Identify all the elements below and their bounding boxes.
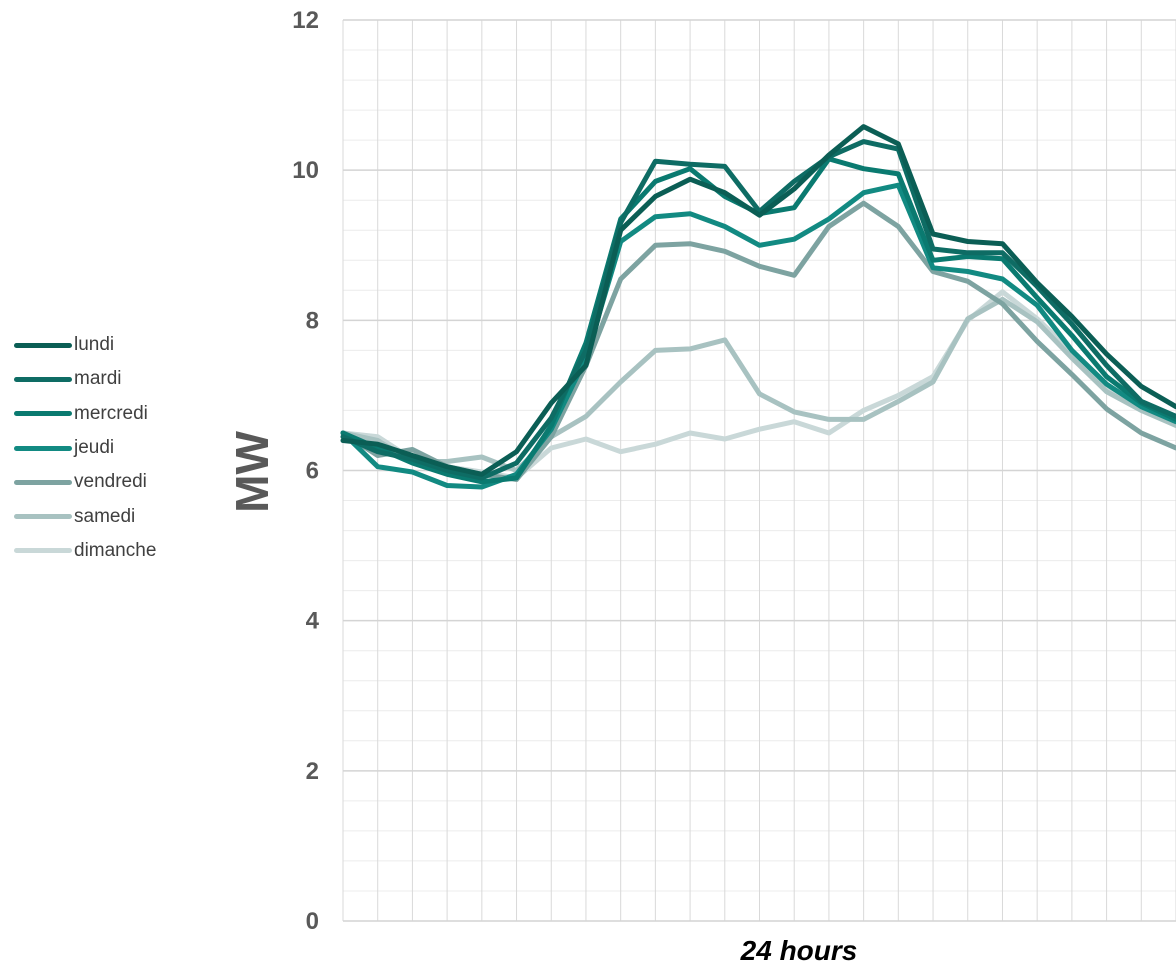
y-tick-label: 2 bbox=[306, 758, 319, 785]
x-axis-title: 24 hours bbox=[740, 935, 858, 966]
y-axis-tick-labels: 0 2 4 6 8 10 12 bbox=[292, 7, 319, 935]
legend-label: samedi bbox=[74, 505, 136, 527]
legend-label: dimanche bbox=[74, 539, 157, 561]
legend-swatch bbox=[14, 445, 72, 451]
legend-swatch bbox=[14, 342, 72, 348]
y-axis-title: MW bbox=[226, 431, 278, 513]
legend-label: mercredi bbox=[74, 402, 148, 424]
series-line-jeudi bbox=[340, 182, 1176, 490]
legend: lundi mardi mercredi jeudi vendredi samedi dim… bbox=[14, 328, 214, 568]
legend-swatch bbox=[14, 411, 72, 417]
legend-item-jeudi: jeudi bbox=[14, 431, 214, 465]
y-tick-label: 6 bbox=[306, 458, 319, 485]
legend-swatch bbox=[14, 376, 72, 382]
legend-item-dimanche: dimanche bbox=[14, 534, 214, 568]
series-line-mardi bbox=[340, 139, 1176, 481]
legend-item-lundi: lundi bbox=[14, 328, 214, 362]
legend-swatch bbox=[14, 479, 72, 485]
legend-label: lundi bbox=[74, 334, 115, 356]
y-tick-label: 10 bbox=[292, 157, 319, 184]
series-line-samedi bbox=[340, 296, 1176, 473]
legend-item-mardi: mardi bbox=[14, 362, 214, 396]
y-tick-label: 12 bbox=[292, 7, 319, 34]
y-tick-label: 0 bbox=[306, 908, 319, 935]
y-tick-label: 8 bbox=[306, 307, 319, 334]
legend-item-vendredi: vendredi bbox=[14, 465, 214, 499]
legend-label: jeudi bbox=[74, 437, 115, 459]
legend-item-samedi: samedi bbox=[14, 499, 214, 533]
legend-swatch bbox=[14, 548, 72, 554]
legend-label: vendredi bbox=[74, 471, 147, 493]
legend-item-mercredi: mercredi bbox=[14, 397, 214, 431]
legend-label: mardi bbox=[74, 368, 122, 390]
series-lines bbox=[340, 124, 1176, 490]
series-line-lundi bbox=[340, 124, 1176, 477]
y-tick-label: 4 bbox=[306, 608, 320, 635]
legend-swatch bbox=[14, 514, 72, 520]
